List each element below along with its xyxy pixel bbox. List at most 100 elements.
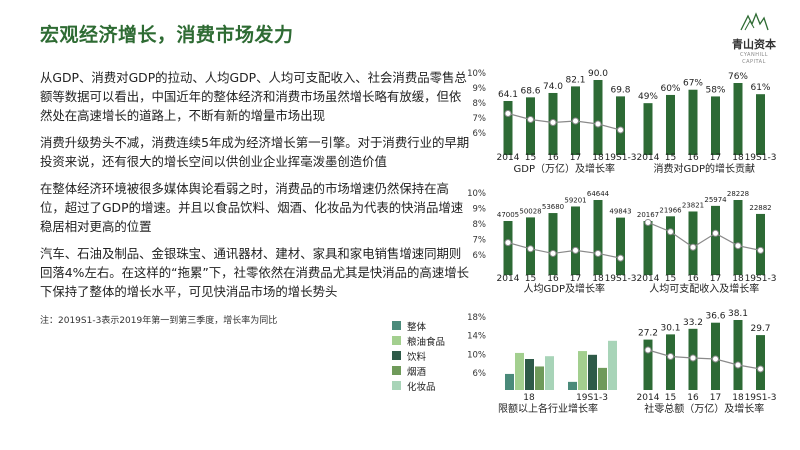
line-point [617, 126, 624, 134]
x-tick-label: 2014 [637, 153, 660, 163]
chart-title: 社零总额（万亿）及增长率 [644, 402, 764, 415]
x-tick-label: 19S1-3 [605, 274, 637, 284]
x-tick-label: 18 [592, 153, 604, 163]
data-label: 36.6 [705, 312, 725, 322]
data-label: 20167 [637, 211, 659, 219]
bar [608, 340, 617, 390]
line-point [667, 228, 674, 236]
x-tick-label: 16 [547, 274, 559, 284]
line-point [549, 249, 557, 257]
line-point [689, 243, 697, 251]
line-point [644, 346, 652, 354]
bar [711, 205, 720, 275]
footnote: 注：2019S1-3表示2019年第一到第三季度，增长率为同比 [40, 316, 278, 326]
x-tick-label: 19S1-3 [605, 153, 637, 163]
bar [666, 94, 675, 155]
bar [616, 217, 625, 275]
bar [733, 83, 743, 155]
data-label: 76% [728, 72, 748, 82]
bar [505, 373, 514, 390]
data-label: 53680 [542, 203, 564, 211]
x-tick-label: 15 [665, 153, 676, 163]
growth-rate-line [647, 349, 761, 370]
y-tick-label: 9% [473, 205, 487, 215]
x-tick-label: 19S1-3 [745, 393, 777, 403]
growth-rate-line [507, 242, 621, 259]
line-point [527, 245, 534, 253]
y-tick-label: 9% [473, 84, 487, 94]
mountain-logo-icon [740, 12, 769, 31]
line-point [594, 249, 602, 257]
x-tick-label: 17 [710, 274, 721, 284]
data-label: 64644 [587, 190, 610, 198]
legend-label: 整体 [407, 321, 427, 333]
x-tick-label: 16 [687, 274, 699, 284]
x-tick-label: 18 [732, 274, 744, 284]
y-tick-label: 10% [467, 350, 486, 360]
chart-title: 消费对GDP的增长贡献 [654, 162, 755, 175]
paragraph: 在整体经济环境被很多媒体舆论看弱之时，消费品的市场增速仍然保持在高位，超过了GD… [40, 181, 464, 234]
x-tick-label: 2014 [497, 153, 520, 163]
bar [688, 211, 698, 275]
y-tick-label: 10% [467, 189, 486, 199]
legend-label: 饮料 [407, 351, 427, 363]
bar [688, 89, 698, 155]
x-tick-label: 17 [710, 393, 721, 403]
line-point [572, 117, 579, 125]
x-tick-label: 19S1-3 [745, 274, 777, 284]
data-label: 59201 [564, 196, 586, 204]
data-label: 61% [750, 83, 770, 93]
data-label: 74.0 [543, 82, 563, 92]
page-title: 宏观经济增长，消费市场发力 [40, 24, 294, 46]
bar [643, 221, 653, 275]
x-tick-label: 18 [592, 274, 604, 284]
growth-rate-line [507, 112, 621, 131]
data-label: 90.0 [588, 69, 608, 79]
x-tick-label: 19S1-3 [576, 393, 608, 403]
line-point [689, 354, 697, 362]
line-point [504, 110, 512, 117]
x-tick-label: 16 [687, 153, 699, 163]
x-tick-label: 15 [525, 274, 536, 284]
bar [756, 94, 765, 155]
data-label: 68.6 [520, 86, 540, 96]
bar [545, 356, 554, 390]
y-tick-label: 6% [473, 251, 487, 261]
line-point [757, 246, 764, 254]
legend-swatch [392, 381, 401, 390]
line-point [667, 353, 674, 360]
data-label: 33.2 [683, 318, 703, 328]
x-tick-label: 17 [570, 274, 581, 284]
legend-label: 粮油食品 [407, 336, 446, 348]
y-tick-label: 14% [467, 332, 486, 342]
bar [593, 80, 603, 155]
paragraph: 消费升级势头不减，消费连续5年成为经济增长第一引擎。对于消费行业的早期投资来说，… [40, 135, 470, 169]
chart-title: 人均可支配收入及增长率 [649, 282, 759, 295]
bar [756, 213, 765, 275]
data-label: 22882 [749, 204, 771, 212]
bar [756, 335, 765, 390]
data-label: 50028 [519, 207, 541, 215]
bar [643, 339, 653, 390]
data-label: 27.2 [638, 329, 658, 339]
legend-item: 烟酒 [392, 363, 445, 378]
x-tick-label: 15 [665, 393, 676, 403]
data-label: 64.1 [498, 90, 518, 100]
paragraph: 从GDP、消费对GDP的拉动、人均GDP、人均可支配收入、社会消费品零售总额等数… [40, 70, 467, 123]
line-point [712, 355, 719, 363]
data-label: 49843 [609, 208, 631, 216]
x-tick-label: 2014 [637, 393, 660, 403]
logo: 青山资本 CYANHILL CAPITAL [728, 12, 780, 66]
line-point [712, 229, 719, 237]
x-tick-label: 17 [710, 153, 721, 163]
data-label: 38.1 [728, 309, 748, 319]
y-tick-label: 7% [473, 236, 487, 246]
x-tick-label: 17 [570, 153, 581, 163]
legend-swatch [392, 321, 401, 330]
data-label: 60% [660, 84, 680, 94]
line-point [617, 254, 624, 262]
bar [571, 206, 580, 275]
bar [515, 352, 524, 390]
line-point [734, 242, 742, 250]
y-tick-label: 8% [473, 220, 487, 230]
